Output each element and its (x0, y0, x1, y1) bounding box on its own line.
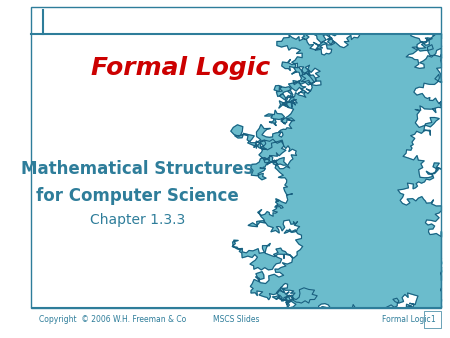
Bar (31, 7, 441, 308)
Text: 1: 1 (431, 315, 435, 324)
Text: for Computer Science: for Computer Science (36, 187, 239, 205)
Text: Chapter 1.3.3: Chapter 1.3.3 (90, 213, 185, 227)
Bar (424, 311, 441, 328)
Text: MSCS Slides: MSCS Slides (213, 315, 259, 324)
Text: Copyright  © 2006 W.H. Freeman & Co: Copyright © 2006 W.H. Freeman & Co (39, 315, 186, 324)
Text: Formal Logic: Formal Logic (382, 315, 430, 324)
Text: Mathematical Structures: Mathematical Structures (22, 160, 254, 178)
Text: Formal Logic: Formal Logic (91, 55, 270, 80)
Polygon shape (231, 34, 441, 308)
